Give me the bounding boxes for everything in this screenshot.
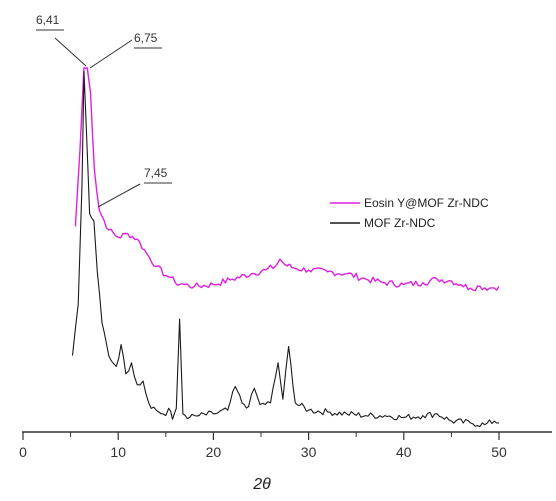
annotation-label-7-45: 7,45 [144,166,168,180]
annotation-leader-7-45 [97,183,141,208]
annotation-6-75: 6,75 [89,31,162,69]
plot-lines [71,67,500,428]
annotation-leader-6-41 [54,37,87,67]
annotation-7-45: 7,45 [97,166,172,208]
annotation-6-41: 6,41 [36,13,87,67]
x-axis-label: 2θ [252,476,271,493]
annotation-label-6-75: 6,75 [134,31,158,45]
legend-label-eosin: Eosin Y@MOF Zr-NDC [364,196,489,210]
legend-label-mof: MOF Zr-NDC [364,216,436,230]
x-tick-label-40: 40 [396,444,412,460]
legend: Eosin Y@MOF Zr-NDC MOF Zr-NDC [330,196,489,230]
series-line-mof-zr-ndc [71,71,500,428]
x-tick-label-0: 0 [19,444,27,460]
annotation-label-6-41: 6,41 [36,13,60,27]
x-tick-label-20: 20 [206,444,222,460]
x-ticks: 0 10 20 30 40 50 [19,432,507,460]
x-tick-label-10: 10 [110,444,126,460]
series-line-eosin-y-mof [74,67,500,292]
x-tick-label-30: 30 [301,444,317,460]
annotation-leader-6-75 [89,39,133,69]
x-tick-label-50: 50 [491,444,507,460]
